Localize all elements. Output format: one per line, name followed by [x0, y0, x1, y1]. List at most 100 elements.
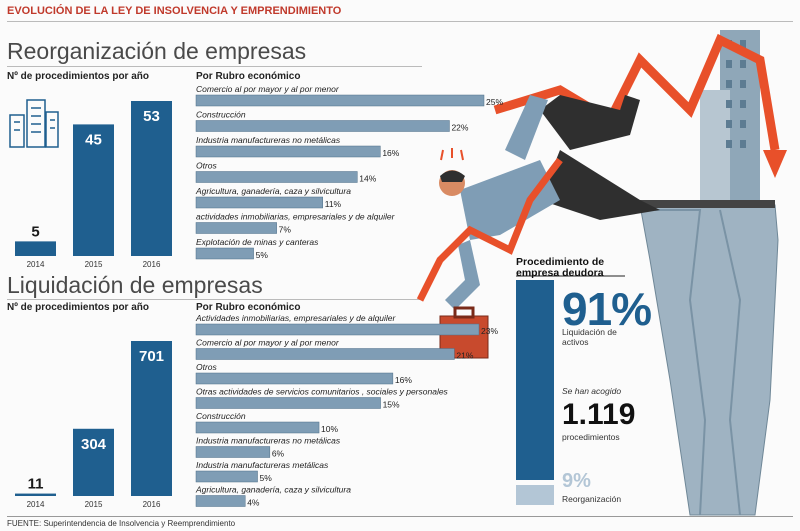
year-tick-label: 2015	[85, 500, 103, 509]
rubro-chart-reorganizacion: Comercio al por mayor y al por menor 25% C…	[195, 84, 503, 260]
rubro-category-label: Otros	[196, 161, 218, 171]
rubro-bar-value: 5%	[260, 473, 273, 483]
man-leg	[540, 95, 640, 150]
rubro-category-label: Construcción	[196, 411, 246, 421]
building-icon	[9, 99, 59, 148]
rubro-category-label: Explotación de minas y canteras	[196, 237, 319, 247]
year-bar-value: 701	[139, 348, 164, 365]
year-bar-2014	[15, 241, 56, 256]
rubro-bar-value: 6%	[272, 449, 285, 459]
source-note: FUENTE: Superintendencia de Insolvencia …	[7, 519, 236, 528]
rubro-bar	[195, 372, 394, 385]
section-title-liquidacion: Liquidación de empresas	[7, 272, 263, 298]
rubro-category-label: Industria manufactureras metálicas	[196, 460, 329, 470]
rubro-category-label: Agricultura, ganadería, caza y silvicult…	[195, 186, 351, 196]
acogido-label: Se han acogido	[562, 386, 622, 396]
procedure-title: Procedimiento de empresa deudora	[516, 256, 605, 279]
rubro-category-label: Construcción	[196, 110, 246, 120]
footer-divider	[7, 516, 793, 517]
illustration	[416, 30, 787, 516]
year-bar-value: 11	[28, 476, 44, 493]
rubro-bar-value: 7%	[279, 225, 292, 235]
section-divider-reorganizacion	[7, 66, 422, 67]
rubro-category-label: Otros	[196, 362, 218, 372]
rubro-bar	[195, 222, 277, 234]
cliff	[639, 204, 779, 516]
section-divider-liquidacion	[7, 299, 422, 300]
rubro-bar	[195, 94, 485, 107]
rubro-bar	[195, 397, 381, 409]
rubro-bar-value: 15%	[383, 400, 400, 410]
red-ribbon	[416, 157, 563, 302]
rubro-chart-label-reorganizacion: Por Rubro económico	[196, 71, 301, 82]
rubro-chart-liquidacion: Actividades inmobiliarias, empresariales…	[195, 313, 498, 508]
reorganizacion-pct: 9%	[562, 470, 591, 492]
panel-bar-reorganizacion	[516, 485, 554, 505]
alert-marks	[440, 148, 464, 161]
rubro-bar	[195, 470, 258, 483]
year-bar-2016	[131, 341, 172, 496]
rubro-bar-value: 14%	[359, 174, 376, 184]
rubro-category-label: Comercio al por mayor y al por menor	[196, 84, 340, 94]
year-bar-value: 45	[85, 131, 102, 148]
panel-bar-liquidacion	[516, 280, 554, 480]
procedure-panel	[516, 275, 625, 505]
rubro-bar-value: 11%	[325, 199, 342, 209]
years-chart-reorganizacion: 5 2014 45 2015 53 2016	[15, 101, 172, 269]
procedures-count-label: procedimientos	[562, 432, 620, 442]
year-bar-2016	[131, 101, 172, 256]
rubro-bar-value: 21%	[456, 351, 473, 361]
man-arm	[445, 240, 480, 310]
year-tick-label: 2014	[27, 500, 45, 509]
rubro-bar-value: 4%	[247, 498, 260, 508]
rubro-category-label: Industria manufactureras no metálicas	[196, 436, 341, 446]
year-bar-value: 304	[81, 436, 107, 453]
rubro-bar	[195, 145, 381, 158]
year-tick-label: 2016	[143, 500, 161, 509]
years-chart-liquidacion: 11 2014 304 2015 701 2016	[15, 341, 172, 509]
liquidacion-label: Liquidación de activos	[562, 327, 617, 347]
rubro-bar	[195, 348, 455, 360]
rubro-bar-value: 10%	[321, 424, 338, 434]
reorganizacion-label: Reorganización	[562, 494, 622, 504]
year-bar-value: 53	[143, 108, 160, 125]
year-tick-label: 2014	[27, 260, 45, 269]
year-bar-2014	[15, 493, 56, 496]
rubro-bar	[195, 446, 271, 458]
rubro-category-label: Comercio al por mayor y al por menor	[196, 338, 340, 348]
rubro-bar-value: 5%	[256, 250, 269, 260]
rubro-bar	[195, 171, 358, 183]
rubro-category-label: actividades inmobiliarias, empresariales…	[196, 212, 396, 222]
man-shirt	[460, 160, 560, 240]
years-chart-label-reorganizacion: Nº de procedimientos por año	[7, 71, 150, 82]
rubro-bar-value: 16%	[395, 375, 412, 385]
rubro-bar-value: 23%	[481, 326, 498, 336]
rubro-category-label: Agricultura, ganadería, caza y silvicult…	[195, 485, 351, 495]
procedures-count: 1.119	[562, 398, 636, 431]
years-chart-label-liquidacion: Nº de procedimientos por año	[7, 302, 150, 313]
rubro-category-label: Industria manufactureras no metálicas	[196, 135, 341, 145]
rubro-bar	[195, 196, 323, 209]
rubro-bar	[195, 247, 254, 260]
year-bar-value: 5	[31, 223, 39, 240]
rubro-bar-value: 16%	[382, 148, 399, 158]
rubro-bar	[195, 421, 320, 434]
rubro-chart-label-liquidacion: Por Rubro económico	[196, 302, 301, 313]
rubro-bar-value: 25%	[486, 97, 503, 107]
rubro-bar-value: 22%	[451, 123, 468, 133]
building-short	[700, 90, 730, 210]
rubro-category-label: Otras actividades de servicios comunitar…	[196, 387, 449, 397]
page-title: EVOLUCIÓN DE LA LEY DE INSOLVENCIA Y EMP…	[7, 5, 342, 17]
cliff-top	[640, 200, 775, 208]
year-bar-2015	[73, 124, 114, 256]
arrow-head	[763, 150, 787, 178]
title-divider	[7, 21, 793, 22]
year-tick-label: 2016	[143, 260, 161, 269]
rubro-bar	[195, 323, 480, 336]
rubro-bar	[195, 495, 246, 507]
red-arrow	[493, 33, 780, 151]
year-tick-label: 2015	[85, 260, 103, 269]
liquidacion-pct: 91%	[562, 283, 652, 335]
